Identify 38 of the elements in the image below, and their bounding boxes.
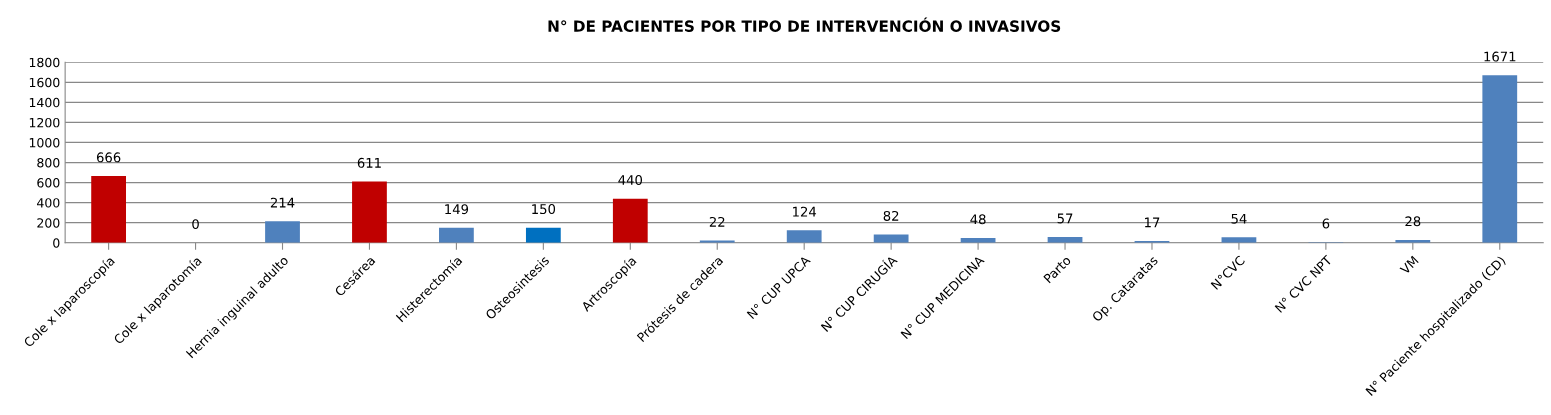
y-tick-label: 1400 <box>29 97 60 108</box>
y-tick-label: 200 <box>37 218 60 228</box>
data-label: 57 <box>1057 213 1073 224</box>
bar <box>1482 75 1518 243</box>
data-label: 82 <box>883 210 899 221</box>
bar <box>612 198 648 243</box>
data-label: 1671 <box>1484 51 1516 62</box>
bar <box>439 227 474 243</box>
y-tick-label: 1000 <box>29 137 60 148</box>
data-label: 22 <box>709 216 725 227</box>
data-label: 440 <box>618 175 643 185</box>
y-tick-label: 1200 <box>29 117 60 128</box>
data-label: 0 <box>192 219 199 230</box>
data-label: 150 <box>532 204 556 215</box>
data-label: 28 <box>1405 216 1421 227</box>
bar <box>525 227 561 243</box>
data-label: 17 <box>1145 217 1160 228</box>
data-label: 124 <box>793 206 817 217</box>
data-label: 6 <box>1322 218 1330 229</box>
bar <box>91 175 127 243</box>
bar <box>352 181 387 243</box>
y-tick-label: 0 <box>53 238 60 248</box>
data-label: 149 <box>445 204 469 215</box>
data-label: 54 <box>1231 213 1247 224</box>
x-tick-label: VM <box>1399 255 1419 275</box>
chart-title: N° DE PACIENTES POR TIPO DE INTERVENCIÓN O INVASIVOS <box>548 17 1061 32</box>
bar <box>265 221 300 243</box>
y-tick-label: 1800 <box>29 57 60 68</box>
data-label: 611 <box>357 157 381 168</box>
y-tick-label: 600 <box>37 178 60 188</box>
y-tick-label: 800 <box>37 158 60 168</box>
y-tick-label: 1600 <box>29 77 60 88</box>
data-label: 48 <box>970 214 986 225</box>
y-tick-label: 400 <box>37 198 60 208</box>
data-label: 666 <box>96 152 121 163</box>
data-label: 214 <box>270 197 295 208</box>
bar <box>786 230 822 243</box>
bar <box>1221 237 1257 243</box>
